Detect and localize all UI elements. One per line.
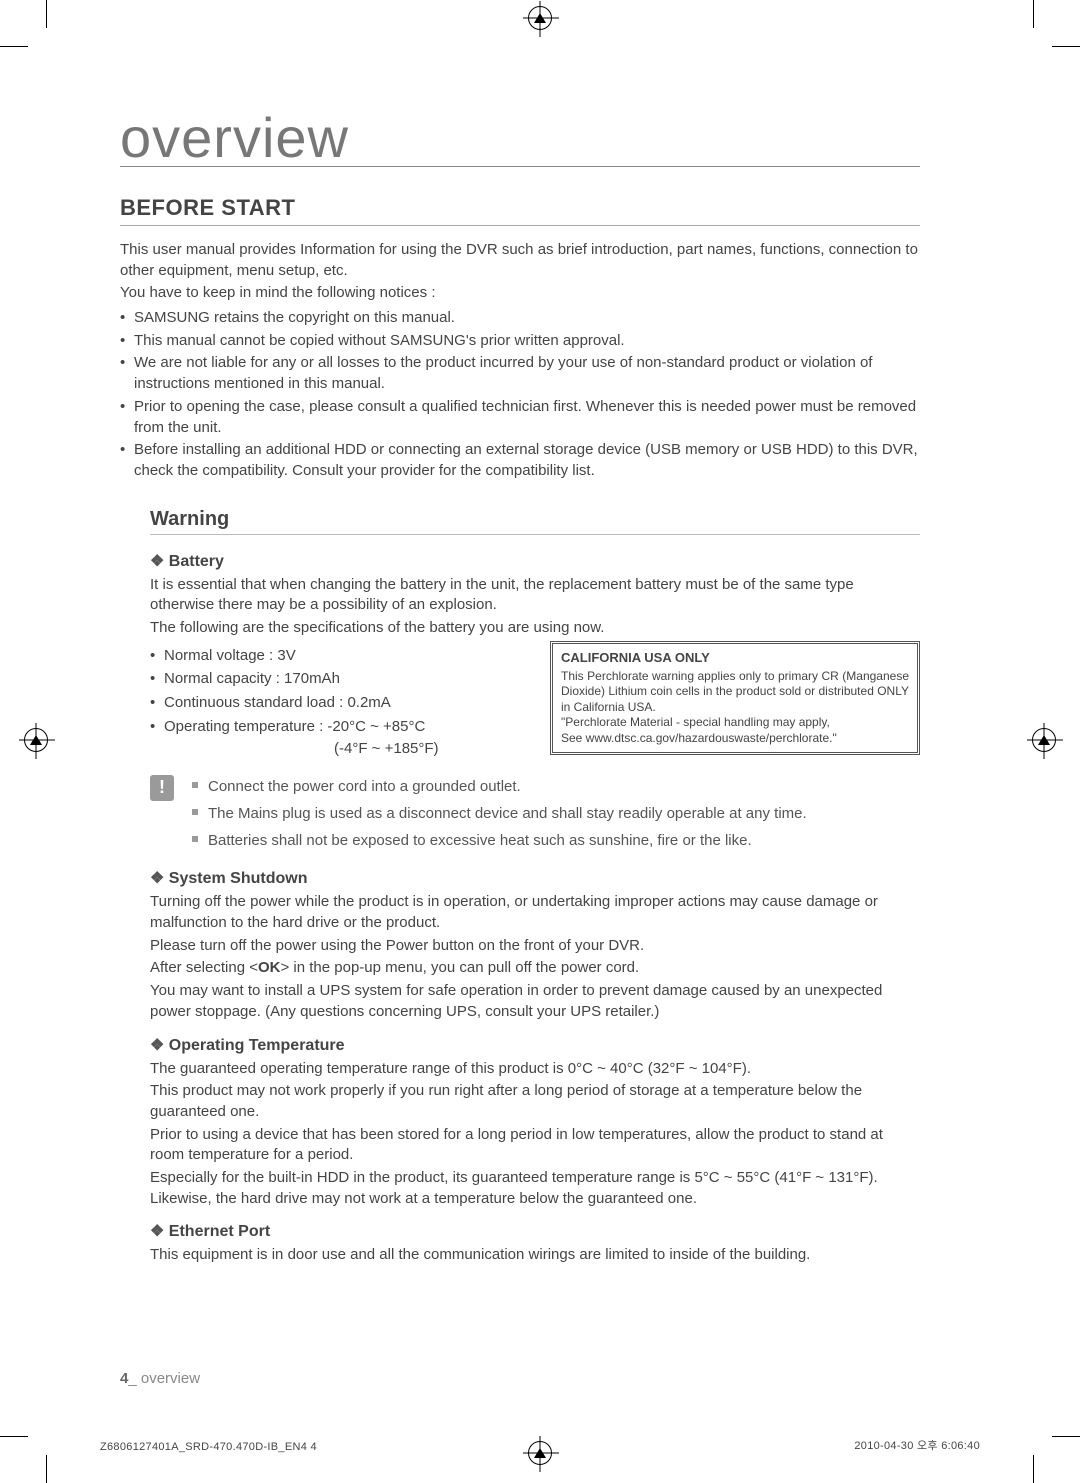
- ethernet-heading: Ethernet Port: [150, 1221, 920, 1241]
- intro-paragraph: This user manual provides Information fo…: [120, 240, 920, 281]
- shutdown-heading: System Shutdown: [150, 868, 920, 888]
- optemp-body: The guaranteed operating temperature ran…: [150, 1059, 920, 1210]
- list-item: Prior to opening the case, please consul…: [120, 397, 920, 438]
- footer-section: overview: [141, 1370, 200, 1387]
- paragraph: Especially for the built-in HDD in the p…: [150, 1168, 920, 1209]
- paragraph: This product may not work properly if yo…: [150, 1081, 920, 1122]
- battery-two-column: Normal voltage : 3V Normal capacity : 17…: [150, 641, 920, 757]
- shutdown-body: Turning off the power while the product …: [150, 892, 920, 1022]
- list-item: We are not liable for any or all losses …: [120, 353, 920, 394]
- california-box-container: CALIFORNIA USA ONLY This Perchlorate war…: [550, 641, 920, 757]
- california-title: CALIFORNIA USA ONLY: [561, 650, 909, 667]
- california-line: This Perchlorate warning applies only to…: [561, 669, 909, 716]
- note-list: Connect the power cord into a grounded o…: [192, 775, 807, 857]
- warning-heading: Warning: [150, 508, 920, 535]
- paragraph: Please turn off the power using the Powe…: [150, 936, 920, 957]
- paragraph: This equipment is in door use and all th…: [150, 1245, 920, 1266]
- california-warning-box: CALIFORNIA USA ONLY This Perchlorate war…: [550, 641, 920, 756]
- battery-specs: Normal voltage : 3V Normal capacity : 17…: [150, 641, 534, 757]
- registration-mark-icon: [528, 6, 552, 30]
- crop-mark: [0, 46, 28, 47]
- chapter-title-wrap: overview: [120, 110, 920, 167]
- intro-bullet-list: SAMSUNG retains the copyright on this ma…: [120, 308, 920, 482]
- battery-body: It is essential that when changing the b…: [150, 575, 920, 639]
- optemp-heading: Operating Temperature: [150, 1035, 920, 1055]
- text: > in the pop-up menu, you can pull off t…: [280, 959, 639, 976]
- list-item: Before installing an additional HDD or c…: [120, 440, 920, 481]
- list-item: Batteries shall not be exposed to excess…: [192, 829, 807, 852]
- california-line: "Perchlorate Material - special handling…: [561, 715, 909, 731]
- list-item: Connect the power cord into a grounded o…: [192, 775, 807, 798]
- paragraph: The guaranteed operating temperature ran…: [150, 1059, 920, 1080]
- intro-paragraph: You have to keep in mind the following n…: [120, 283, 920, 304]
- paragraph: You may want to install a UPS system for…: [150, 981, 920, 1022]
- intro-body: This user manual provides Information fo…: [120, 240, 920, 482]
- crop-mark: [46, 0, 47, 28]
- paragraph: It is essential that when changing the b…: [150, 575, 920, 616]
- content-area: overview BEFORE START This user manual p…: [120, 110, 920, 1268]
- paragraph: After selecting <OK> in the pop-up menu,…: [150, 958, 920, 979]
- battery-heading: Battery: [150, 551, 920, 571]
- registration-mark-icon: [528, 1441, 552, 1465]
- note-block: ! Connect the power cord into a grounded…: [150, 775, 920, 857]
- page: overview BEFORE START This user manual p…: [0, 0, 1080, 1483]
- crop-mark: [1052, 1436, 1080, 1437]
- list-item: SAMSUNG retains the copyright on this ma…: [120, 308, 920, 329]
- list-item: Continuous standard load : 0.2mA: [150, 692, 534, 714]
- list-item: The Mains plug is used as a disconnect d…: [192, 802, 807, 825]
- slugline-right: 2010-04-30 오후 6:06:40: [854, 1437, 980, 1453]
- crop-mark: [46, 1455, 47, 1483]
- list-item: Operating temperature : -20°C ~ +85°C: [150, 716, 534, 738]
- list-item: Normal voltage : 3V: [150, 645, 534, 667]
- crop-mark: [1033, 1455, 1034, 1483]
- paragraph: Turning off the power while the product …: [150, 892, 920, 933]
- attention-icon: !: [150, 775, 174, 801]
- temp-fahrenheit: (-4°F ~ +185°F): [334, 740, 534, 757]
- ethernet-body: This equipment is in door use and all th…: [150, 1245, 920, 1266]
- ok-text: OK: [258, 959, 281, 976]
- paragraph: The following are the specifications of …: [150, 618, 920, 639]
- registration-mark-icon: [1032, 728, 1056, 752]
- crop-mark: [0, 1436, 28, 1437]
- page-footer: 4_ overview: [120, 1370, 200, 1387]
- section-heading: BEFORE START: [120, 195, 920, 226]
- list-item: Normal capacity : 170mAh: [150, 668, 534, 690]
- list-item: This manual cannot be copied without SAM…: [120, 331, 920, 352]
- footer-sep: _: [128, 1370, 136, 1387]
- crop-mark: [1052, 46, 1080, 47]
- slugline-left: Z6806127401A_SRD-470.470D-IB_EN4 4: [100, 1441, 317, 1453]
- chapter-title: overview: [120, 110, 920, 166]
- paragraph: Prior to using a device that has been st…: [150, 1125, 920, 1166]
- california-line: See www.dtsc.ca.gov/hazardouswaste/perch…: [561, 731, 909, 747]
- registration-mark-icon: [24, 728, 48, 752]
- crop-mark: [1033, 0, 1034, 28]
- text: After selecting <: [150, 959, 258, 976]
